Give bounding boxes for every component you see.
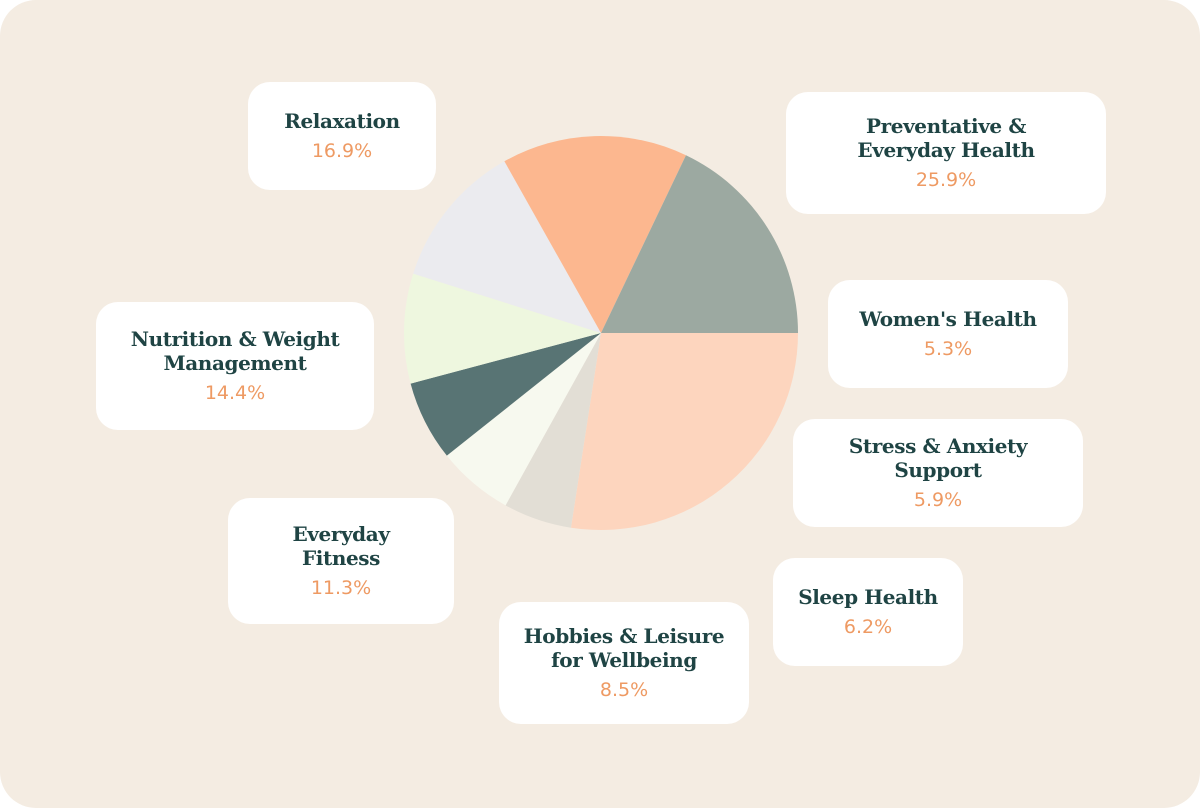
card-value: 16.9% <box>311 140 373 162</box>
pie-slice-women-s-health <box>505 333 601 528</box>
card-title-line: Everyday Health <box>857 138 1035 162</box>
card-value: 25.9% <box>915 169 977 191</box>
card-title-line: Management <box>163 351 307 375</box>
card-title-line: Relaxation <box>284 109 400 133</box>
card-value: 5.3% <box>923 338 973 360</box>
label-card-womens-health: Women's Health 5.3% <box>828 280 1068 388</box>
card-title: Stress & Anxiety Support <box>803 434 1073 482</box>
card-title: Everyday Fitness <box>292 522 390 570</box>
card-title: Sleep Health <box>798 585 938 609</box>
label-card-relaxation: Relaxation 16.9% <box>248 82 436 190</box>
card-title-line: Preventative & <box>865 114 1026 138</box>
card-title-line: Sleep Health <box>798 585 938 609</box>
card-value: 14.4% <box>204 382 266 404</box>
pie-slice-relaxation <box>601 155 798 333</box>
card-title-line: Nutrition & Weight <box>130 327 340 351</box>
card-title-line: Fitness <box>301 546 381 570</box>
card-title: Women's Health <box>859 307 1037 331</box>
label-card-hobbies-leisure-wellbeing: Hobbies & Leisure for Wellbeing 8.5% <box>499 602 749 724</box>
card-title: Hobbies & Leisure for Wellbeing <box>523 624 725 672</box>
pie-slice-sleep-health <box>410 333 601 456</box>
card-title: Relaxation <box>284 109 400 133</box>
card-value: 6.2% <box>843 616 893 638</box>
label-card-everyday-fitness: Everyday Fitness 11.3% <box>228 498 454 624</box>
card-title: Nutrition & Weight Management <box>131 327 340 375</box>
label-card-stress-anxiety-support: Stress & Anxiety Support 5.9% <box>793 419 1083 527</box>
card-title-line: Everyday <box>292 522 390 546</box>
label-card-preventative-everyday-health: Preventative & Everyday Health 25.9% <box>786 92 1106 214</box>
pie-slice-stress-anxiety-support <box>446 333 601 506</box>
pie-slice-preventative-everyday-health <box>570 333 798 531</box>
card-title-line: Hobbies & Leisure <box>523 624 725 648</box>
card-value: 5.9% <box>913 489 963 511</box>
pie-slice-everyday-fitness <box>413 161 601 333</box>
label-card-nutrition-weight-management: Nutrition & Weight Management 14.4% <box>96 302 374 430</box>
pie-slice-nutrition-weight-management <box>504 136 686 333</box>
card-title-line: Stress & Anxiety Support <box>848 434 1028 482</box>
card-title-line: Women's Health <box>859 307 1037 331</box>
pie-slice-hobbies-leisure-for-wellbeing <box>403 273 601 384</box>
card-value: 8.5% <box>599 679 649 701</box>
label-card-sleep-health: Sleep Health 6.2% <box>773 558 963 666</box>
card-title-line: for Wellbeing <box>551 648 697 672</box>
card-value: 11.3% <box>310 577 372 599</box>
card-title: Preventative & Everyday Health <box>857 114 1035 162</box>
